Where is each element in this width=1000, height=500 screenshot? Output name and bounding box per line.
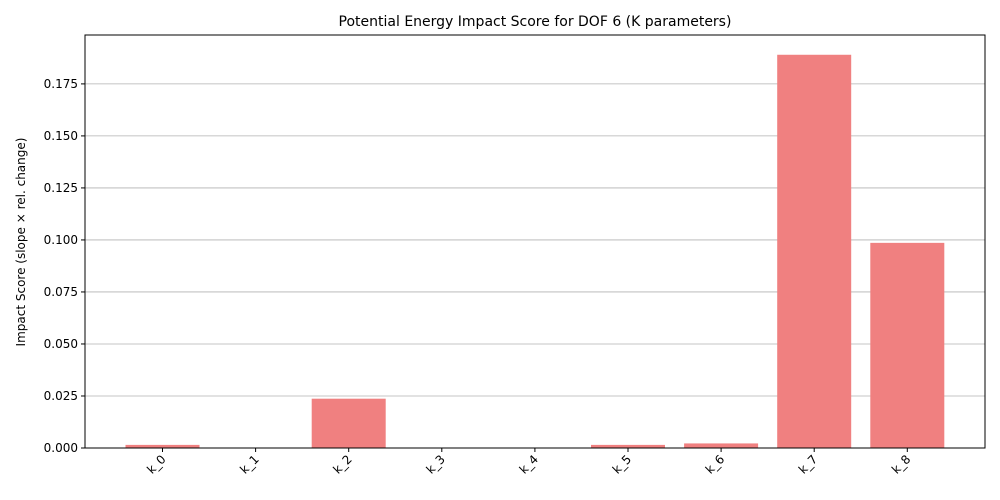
y-tick-label: 0.050 [44, 337, 78, 351]
x-tick-label: k_4 [517, 452, 541, 476]
bars [125, 54, 945, 448]
x-tick-label: k_0 [144, 452, 168, 476]
y-tick-label: 0.175 [44, 77, 78, 91]
y-tick-label: 0.150 [44, 129, 78, 143]
x-axis-ticks: k_0 k_1 k_2 k_3 k_4 k_5 k_6 k_7 k_8 [144, 448, 913, 477]
bar-k-8 [870, 242, 945, 448]
bar-k-7 [777, 54, 852, 448]
x-tick-label: k_8 [889, 452, 913, 476]
x-tick-label: k_5 [610, 452, 634, 476]
x-tick-label: k_1 [237, 452, 261, 476]
bar-k-2 [311, 398, 386, 448]
x-tick-label: k_7 [796, 452, 820, 476]
bar-k-6 [684, 443, 759, 448]
x-tick-label: k_3 [423, 452, 447, 476]
bar-k-5 [591, 444, 665, 448]
chart-title: Potential Energy Impact Score for DOF 6 … [339, 14, 732, 30]
bar-k-0 [125, 444, 200, 448]
gridlines [85, 83, 985, 449]
y-tick-label: 0.100 [44, 233, 78, 247]
y-axis-label: Impact Score (slope × rel. change) [14, 138, 28, 347]
y-tick-label: 0.025 [44, 389, 78, 403]
y-tick-label: 0.125 [44, 181, 78, 195]
y-tick-label: 0.075 [44, 285, 78, 299]
x-tick-label: k_6 [703, 452, 727, 476]
plot-frame [84, 34, 986, 449]
y-axis-ticks: 0.000 0.025 0.050 0.075 0.100 0.125 0.150 0.175 [44, 77, 85, 455]
x-tick-label: k_2 [330, 452, 354, 476]
y-tick-label: 0.000 [44, 441, 78, 455]
